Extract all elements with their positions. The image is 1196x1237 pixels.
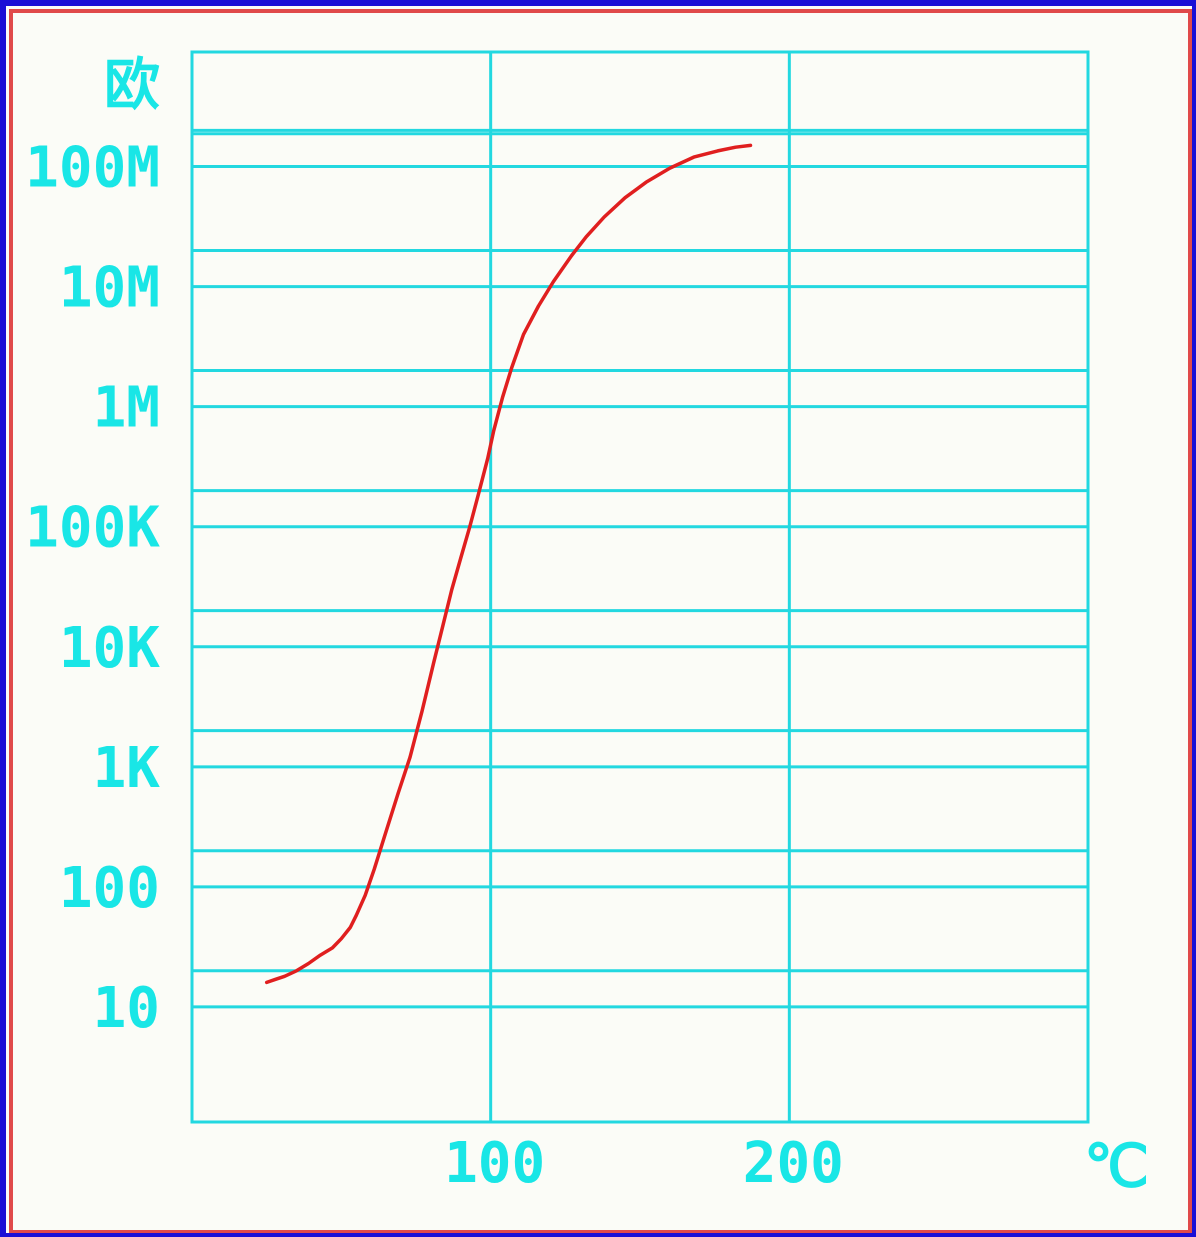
grid [190,50,1090,1124]
curve-layer [264,143,753,985]
y-tick-label: 10K [59,616,160,681]
y-tick-label: 100M [25,136,160,201]
x-tick-label: 100 [444,1131,545,1196]
y-tick-label: 10M [59,256,160,321]
y-tick-label: 1M [93,376,160,441]
y-tick-label: 100K [25,496,160,561]
x-tick-label: 200 [743,1131,844,1196]
y-axis-unit-label: 欧 [104,53,160,118]
y-tick-label: 100 [59,856,160,921]
axis-labels: 欧 ℃ [104,53,1149,1200]
outer-frame-inner [9,9,1192,1234]
series-line [264,143,753,985]
y-tick-label: 1K [93,736,161,801]
tick-labels: 10 100 1K 10K 100K 1M 10M 100M 100 200 [25,136,844,1196]
y-tick-label: 10 [93,976,160,1041]
x-axis-unit-label: ℃ [1084,1132,1149,1200]
